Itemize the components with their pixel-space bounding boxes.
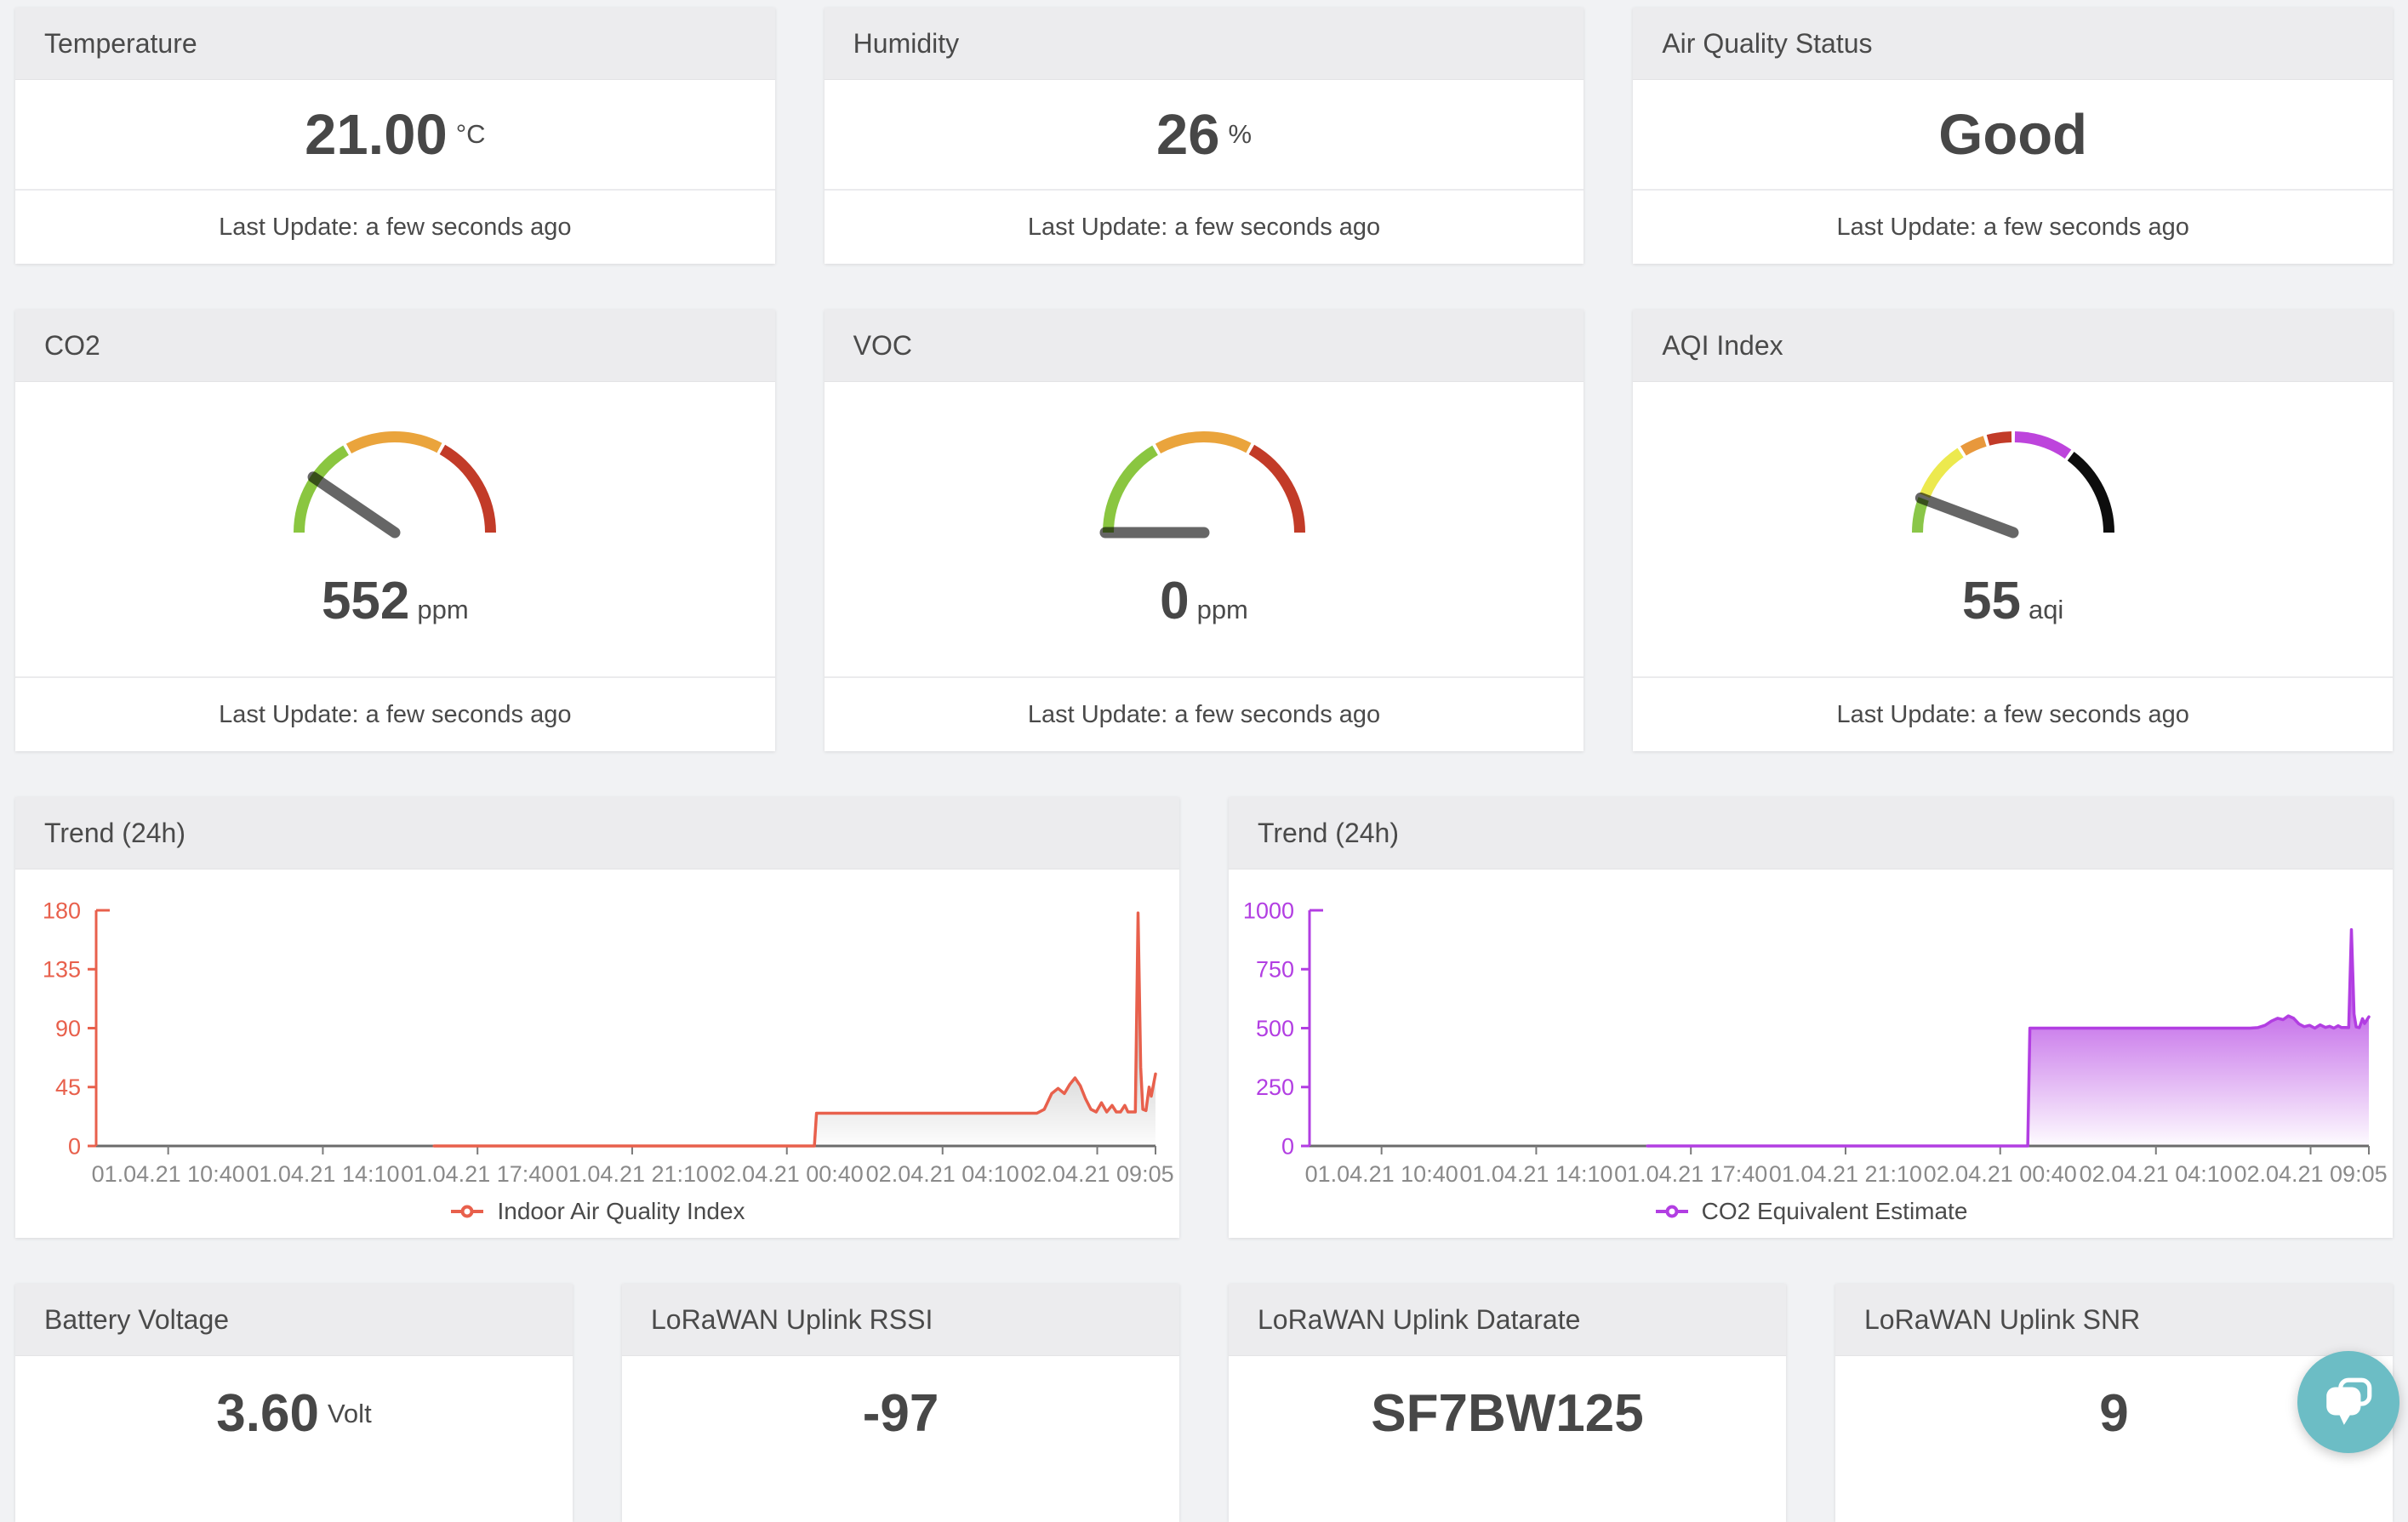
svg-text:90: 90 [55, 1016, 81, 1041]
svg-text:01.04.21 17:40: 01.04.21 17:40 [401, 1161, 554, 1184]
lorawan-snr-card-title: LoRaWAN Uplink SNR [1835, 1284, 2393, 1356]
voc-unit: ppm [1196, 595, 1248, 624]
co2-last-update: Last Update: a few seconds ago [15, 676, 775, 751]
trend-iaq-legend: Indoor Air Quality Index [15, 1184, 1179, 1238]
svg-text:01.04.21 14:10: 01.04.21 14:10 [246, 1161, 399, 1184]
svg-text:750: 750 [1256, 957, 1294, 983]
svg-text:250: 250 [1256, 1075, 1294, 1100]
svg-text:1000: 1000 [1243, 898, 1294, 923]
humidity-value-area: 26 % [825, 80, 1584, 189]
battery-voltage-value: 3.60 [216, 1383, 319, 1443]
trend-co2eq-card-title: Trend (24h) [1229, 797, 2393, 869]
svg-text:02.04.21 00:40: 02.04.21 00:40 [1924, 1161, 2077, 1184]
voc-gauge [1099, 431, 1305, 539]
aqi-gauge [1911, 431, 2114, 539]
co2-unit: ppm [417, 595, 469, 624]
aqi-value-row: 55 aqi [1962, 575, 2063, 628]
svg-text:0: 0 [68, 1133, 81, 1159]
lorawan-rssi-card-title: LoRaWAN Uplink RSSI [622, 1284, 1179, 1356]
air-quality-status-value: Good [1938, 102, 2088, 167]
co2-card: CO2 552 ppm Last Update: a few seconds a… [15, 310, 775, 751]
aqi-card: AQI Index 55 aqi Last Update: a few seco… [1633, 310, 2393, 751]
trend-iaq-legend-label: Indoor Air Quality Index [497, 1197, 745, 1224]
svg-text:02.04.21 09:05: 02.04.21 09:05 [2234, 1161, 2387, 1184]
co2-value-row: 552 ppm [322, 575, 469, 628]
air-quality-status-value-area: Good [1633, 80, 2393, 189]
lorawan-datarate-value-area: SF7BW125 [1229, 1356, 1786, 1471]
svg-text:01.04.21 14:10: 01.04.21 14:10 [1459, 1161, 1612, 1184]
aqi-last-update: Last Update: a few seconds ago [1633, 676, 2393, 751]
svg-text:02.04.21 00:40: 02.04.21 00:40 [710, 1161, 864, 1184]
dashboard-page: { "cards": { "temperature": {"title":"Te… [15, 8, 2399, 1522]
lorawan-datarate-value: SF7BW125 [1371, 1383, 1644, 1443]
trend-co2eq-legend-label: CO2 Equivalent Estimate [1701, 1197, 1968, 1224]
svg-text:01.04.21 17:40: 01.04.21 17:40 [1614, 1161, 1767, 1184]
battery-voltage-card-title: Battery Voltage [15, 1284, 573, 1356]
svg-text:135: 135 [43, 957, 81, 983]
aqi-value: 55 [1961, 572, 2021, 630]
voc-last-update: Last Update: a few seconds ago [824, 676, 1584, 751]
battery-voltage-value-area: 3.60 Volt [15, 1356, 573, 1471]
temperature-value: 21.00 [305, 102, 448, 167]
voc-value-row: 0 ppm [1160, 575, 1248, 628]
lorawan-datarate-card: LoRaWAN Uplink Datarate SF7BW125 [1229, 1284, 1786, 1522]
air-quality-status-card-title: Air Quality Status [1633, 8, 2393, 80]
lorawan-snr-value: 9 [2099, 1383, 2129, 1443]
trend-iaq-card: Trend (24h) 01.04.21 10:40 01.04.21 14:10… [15, 797, 1179, 1238]
svg-text:01.04.21 10:40: 01.04.21 10:40 [1305, 1161, 1458, 1184]
svg-text:180: 180 [43, 898, 81, 923]
co2-value: 552 [321, 572, 410, 630]
chat-launcher-button[interactable] [2297, 1351, 2399, 1453]
aqi-card-title: AQI Index [1633, 310, 2393, 382]
aqi-unit: aqi [2028, 595, 2064, 624]
trend-co2eq-chart: 01.04.21 10:40 01.04.21 14:10 01.04.21 17:… [1243, 898, 2388, 1184]
lorawan-datarate-card-title: LoRaWAN Uplink Datarate [1229, 1284, 1786, 1356]
svg-text:500: 500 [1256, 1016, 1294, 1041]
lorawan-rssi-value: -97 [862, 1383, 939, 1443]
air-quality-status-card: Air Quality Status Good Last Update: a f… [1633, 8, 2393, 264]
air-quality-status-last-update: Last Update: a few seconds ago [1633, 189, 2393, 264]
svg-text:01.04.21 10:40: 01.04.21 10:40 [92, 1161, 245, 1184]
temperature-unit: °C [455, 119, 486, 149]
co2-card-title: CO2 [15, 310, 775, 382]
chat-bubbles-icon [2326, 1377, 2372, 1425]
svg-text:0: 0 [1281, 1133, 1294, 1159]
lorawan-snr-value-area: 9 [1835, 1356, 2393, 1471]
trend-co2eq-card: Trend (24h) 01.04.21 10:40 01.04.21 14:10… [1229, 797, 2393, 1238]
trend-iaq-chart: 01.04.21 10:40 01.04.21 14:10 01.04.21 17:… [43, 898, 1174, 1184]
aqi-gauge-area: 55 aqi [1633, 382, 2393, 676]
temperature-card-title: Temperature [15, 8, 775, 80]
humidity-card: Humidity 26 % Last Update: a few seconds… [824, 8, 1584, 264]
lorawan-rssi-card: LoRaWAN Uplink RSSI -97 [622, 1284, 1179, 1522]
humidity-last-update: Last Update: a few seconds ago [824, 189, 1584, 264]
temperature-value-area: 21.00 °C [15, 80, 775, 189]
battery-voltage-card: Battery Voltage 3.60 Volt [15, 1284, 573, 1522]
temperature-card: Temperature 21.00 °C Last Update: a few … [15, 8, 775, 264]
svg-text:02.04.21 09:05: 02.04.21 09:05 [1020, 1161, 1173, 1184]
legend-line-marker-icon [1655, 1205, 1688, 1217]
humidity-unit: % [1228, 119, 1253, 149]
svg-text:45: 45 [55, 1075, 81, 1100]
voc-card-title: VOC [824, 310, 1584, 382]
voc-gauge-area: 0 ppm [825, 382, 1584, 676]
svg-text:01.04.21 21:10: 01.04.21 21:10 [556, 1161, 709, 1184]
dashboard-grid: Temperature 21.00 °C Last Update: a few … [15, 8, 2393, 1522]
trend-co2eq-legend: CO2 Equivalent Estimate [1229, 1184, 2393, 1238]
svg-text:01.04.21 21:10: 01.04.21 21:10 [1769, 1161, 1922, 1184]
lorawan-rssi-value-area: -97 [622, 1356, 1179, 1471]
humidity-card-title: Humidity [824, 8, 1584, 80]
humidity-value: 26 [1155, 102, 1220, 167]
svg-text:02.04.21 04:10: 02.04.21 04:10 [2080, 1161, 2233, 1184]
battery-voltage-unit: Volt [327, 1398, 372, 1428]
temperature-last-update: Last Update: a few seconds ago [15, 189, 775, 264]
co2-gauge [294, 431, 497, 539]
trend-iaq-card-title: Trend (24h) [15, 797, 1179, 869]
co2-gauge-area: 552 ppm [15, 382, 775, 676]
svg-text:02.04.21 04:10: 02.04.21 04:10 [866, 1161, 1019, 1184]
voc-card: VOC 0 ppm Last Update: a few seconds ago [824, 310, 1584, 751]
legend-line-marker-icon [451, 1205, 484, 1217]
voc-value: 0 [1160, 572, 1190, 630]
